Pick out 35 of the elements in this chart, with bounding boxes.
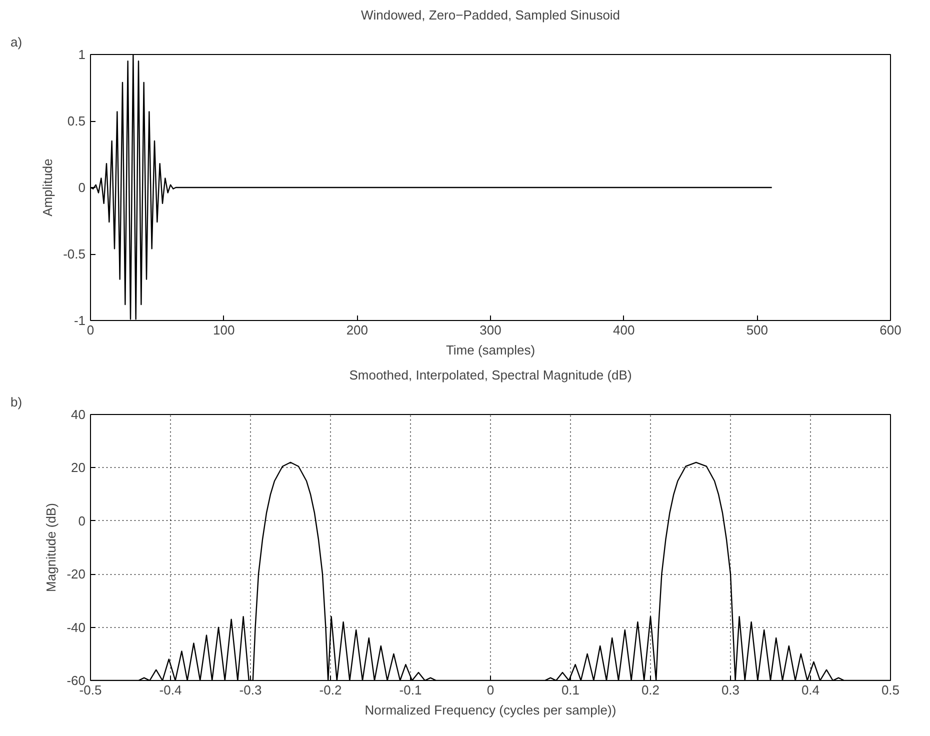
x-tick-label: 0.2 <box>641 682 660 698</box>
x-tick-label: 200 <box>346 322 368 338</box>
text: a) <box>10 34 22 50</box>
y-tick-label: -60 <box>66 673 86 688</box>
y-tick-label: -40 <box>66 620 86 635</box>
x-tick-label: 300 <box>480 322 502 338</box>
x-tick-label: 500 <box>746 322 768 338</box>
x-tick-label: 600 <box>880 322 902 338</box>
x-tick-label: -0.2 <box>319 682 342 698</box>
text: b) <box>10 394 22 410</box>
x-tick-label: 0.4 <box>801 682 820 698</box>
y-tick-label: -1 <box>74 313 86 328</box>
y-tick-label: -0.5 <box>63 246 86 262</box>
x-tick-label: -0.3 <box>239 682 262 698</box>
y-axis-title: Amplitude <box>40 158 56 216</box>
chart-title: Smoothed, Interpolated, Spectral Magnitude (dB) <box>349 368 632 382</box>
chart-title: Windowed, Zero−Padded, Sampled Sinusoid <box>360 8 620 22</box>
x-axis-title: Normalized Frequency (cycles per sample)) <box>364 702 616 718</box>
x-tick-label: 0.1 <box>561 682 580 698</box>
x-tick-label: 0 <box>486 682 494 698</box>
y-tick-label: 20 <box>71 460 86 476</box>
y-tick-label: 40 <box>71 407 86 422</box>
x-tick-label: -0.1 <box>399 682 422 698</box>
x-tick-label: 0.3 <box>721 682 740 698</box>
y-tick-label: 0.5 <box>67 114 86 128</box>
y-tick-label: -20 <box>66 566 86 582</box>
y-tick-label: 0 <box>78 180 86 195</box>
y-tick-label: 0 <box>78 513 86 528</box>
x-tick-label: 100 <box>212 322 235 338</box>
y-axis-title: Magnitude (dB) <box>44 503 59 592</box>
x-axis-title: Time (samples) <box>446 342 536 358</box>
x-tick-label: -0.4 <box>159 682 182 698</box>
x-tick-label: 0.5 <box>881 682 900 698</box>
y-tick-label: 1 <box>78 47 86 62</box>
x-tick-label: 400 <box>612 322 635 338</box>
